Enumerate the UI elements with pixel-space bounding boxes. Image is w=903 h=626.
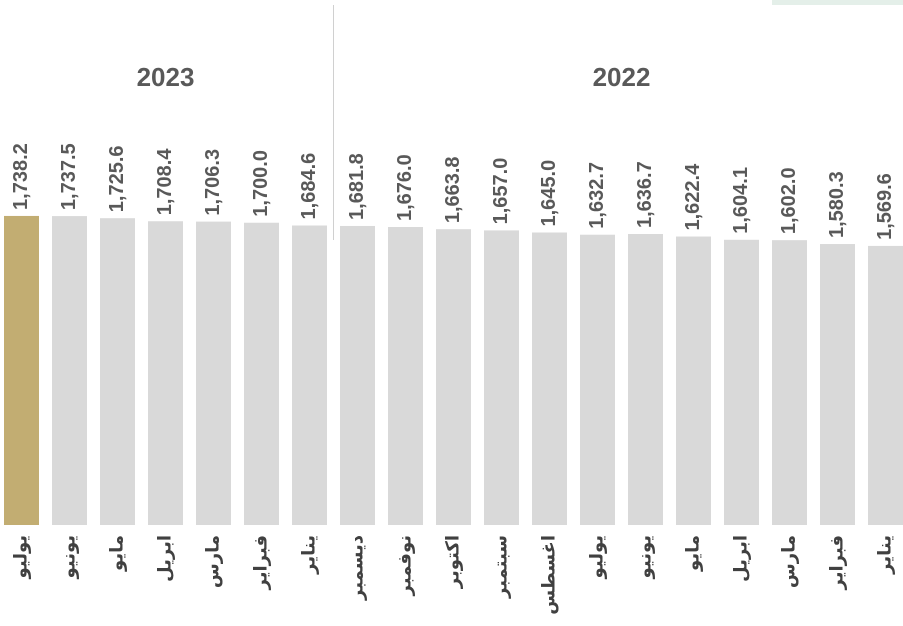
value-label: 1,676.0: [394, 154, 416, 221]
x-tick-label: فبراير: [826, 535, 847, 590]
x-tick-label: يونيو: [58, 535, 79, 579]
bar: [772, 240, 807, 525]
value-label: 1,708.4: [154, 148, 176, 216]
bar: [340, 225, 375, 526]
bar: [100, 218, 135, 525]
x-tick-label: نوفمبر: [394, 535, 415, 596]
value-label: 1,657.0: [490, 158, 512, 225]
bar: [484, 230, 519, 525]
bar: [820, 244, 855, 526]
group-label: 2023: [137, 62, 195, 92]
bar: [196, 221, 231, 525]
value-label: 1,725.6: [106, 145, 128, 212]
value-label: 1,569.6: [874, 173, 896, 240]
bar: [148, 221, 183, 526]
x-tick-label: ديسمبر: [346, 535, 367, 601]
value-label: 1,636.7: [634, 161, 656, 228]
value-label: 1,738.2: [10, 143, 32, 210]
x-tick-label: يوليو: [586, 535, 607, 579]
x-tick-label: يناير: [298, 535, 319, 575]
bar: [388, 227, 423, 525]
bar: [4, 215, 39, 525]
value-label: 1,737.5: [58, 143, 80, 210]
x-tick-label: سبتمبر: [490, 535, 511, 599]
bar: [868, 245, 903, 526]
bar: [52, 216, 87, 525]
corner-box: [772, 0, 903, 5]
bar: [676, 236, 711, 525]
value-label: 1,622.4: [682, 163, 704, 231]
value-label: 1,684.6: [298, 153, 320, 220]
value-label: 1,681.8: [346, 153, 368, 220]
value-label: 1,602.0: [778, 167, 800, 234]
x-tick-label: اكتوبر: [442, 535, 463, 589]
x-tick-label: ابريل: [154, 535, 175, 582]
value-label: 1,700.0: [250, 150, 272, 217]
value-label: 1,580.3: [826, 171, 848, 238]
value-label: 1,604.1: [730, 167, 752, 234]
value-label: 1,645.0: [538, 160, 560, 227]
bar: [580, 234, 615, 525]
value-label: 1,632.7: [586, 162, 608, 229]
x-tick-label: فبراير: [250, 535, 271, 590]
bar: [244, 222, 279, 526]
x-tick-label: يوليو: [10, 535, 31, 579]
bar: [292, 225, 327, 525]
x-tick-label: مارس: [202, 535, 222, 588]
x-tick-label: اغسطس: [538, 535, 558, 615]
group-label: 2022: [593, 62, 651, 92]
bar: [724, 239, 759, 525]
x-tick-label: يونيو: [634, 535, 655, 579]
bar: [436, 229, 471, 525]
x-tick-label: يناير: [874, 535, 895, 575]
x-tick-label: مايو: [106, 535, 127, 572]
value-label: 1,706.3: [202, 149, 224, 216]
x-tick-label: مايو: [682, 535, 703, 572]
x-tick-label: ابريل: [730, 535, 751, 582]
value-label: 1,663.8: [442, 156, 464, 223]
bar: [532, 232, 567, 526]
x-tick-label: مارس: [778, 535, 798, 588]
bar: [628, 233, 663, 525]
